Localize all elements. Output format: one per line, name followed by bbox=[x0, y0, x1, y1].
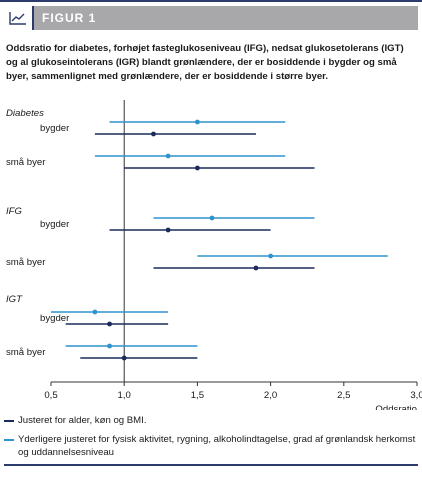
row-label: bygder bbox=[40, 123, 70, 134]
row-label: små byer bbox=[6, 257, 46, 268]
x-tick-label: 2,0 bbox=[264, 390, 277, 401]
bottom-rule bbox=[4, 464, 418, 466]
estimate-point-light bbox=[209, 215, 215, 221]
forest-plot: Diabetes bygder små byer IFG bygder små byer I… bbox=[6, 100, 422, 410]
estimate-point-dark bbox=[195, 165, 200, 171]
estimate-point-light bbox=[107, 343, 112, 349]
estimate-point-dark bbox=[165, 227, 171, 233]
legend-item-light: Yderligere justeret for fysisk aktivitet… bbox=[4, 433, 418, 459]
figure-label: FIGUR 1 bbox=[42, 11, 97, 25]
group-title-igt: IGT bbox=[6, 294, 23, 305]
x-tick-label: 2,5 bbox=[337, 390, 350, 401]
row-label: bygder bbox=[40, 219, 70, 230]
group-title-ifg: IFG bbox=[6, 206, 23, 217]
row-label: små byer bbox=[6, 347, 46, 358]
x-tick-label: 0,5 bbox=[44, 390, 57, 401]
row-label: små byer bbox=[6, 157, 46, 168]
estimate-point-dark bbox=[151, 131, 156, 137]
legend: Justeret for alder, køn og BMI. Yderlige… bbox=[4, 414, 418, 459]
row-label: bygder bbox=[40, 313, 70, 324]
estimate-point-light bbox=[92, 309, 98, 315]
estimate-point-light bbox=[165, 153, 171, 159]
figure-caption: Oddsratio for diabetes, forhøjet fastegl… bbox=[6, 43, 404, 82]
x-tick-label: 3,0 bbox=[410, 390, 422, 401]
legend-swatch-light bbox=[4, 439, 14, 441]
group-title-diabetes: Diabetes bbox=[6, 108, 44, 119]
legend-swatch-dark bbox=[4, 420, 14, 422]
x-tick-label: 1,5 bbox=[191, 390, 204, 401]
estimate-point-light bbox=[268, 253, 273, 259]
estimate-point-dark bbox=[121, 355, 127, 361]
estimate-point-light bbox=[195, 119, 200, 125]
x-tick-label: 1,0 bbox=[118, 390, 131, 401]
legend-item-dark: Justeret for alder, køn og BMI. bbox=[4, 414, 418, 427]
top-rule bbox=[0, 0, 422, 2]
estimate-point-dark bbox=[253, 265, 259, 271]
figure-header: FIGUR 1 bbox=[4, 6, 418, 30]
x-axis-label: Oddsratio bbox=[375, 404, 417, 410]
legend-label-dark: Justeret for alder, køn og BMI. bbox=[18, 415, 147, 426]
estimate-point-dark bbox=[107, 321, 112, 327]
line-chart-icon bbox=[4, 6, 34, 30]
legend-label-light: Yderligere justeret for fysisk aktivitet… bbox=[18, 434, 416, 458]
